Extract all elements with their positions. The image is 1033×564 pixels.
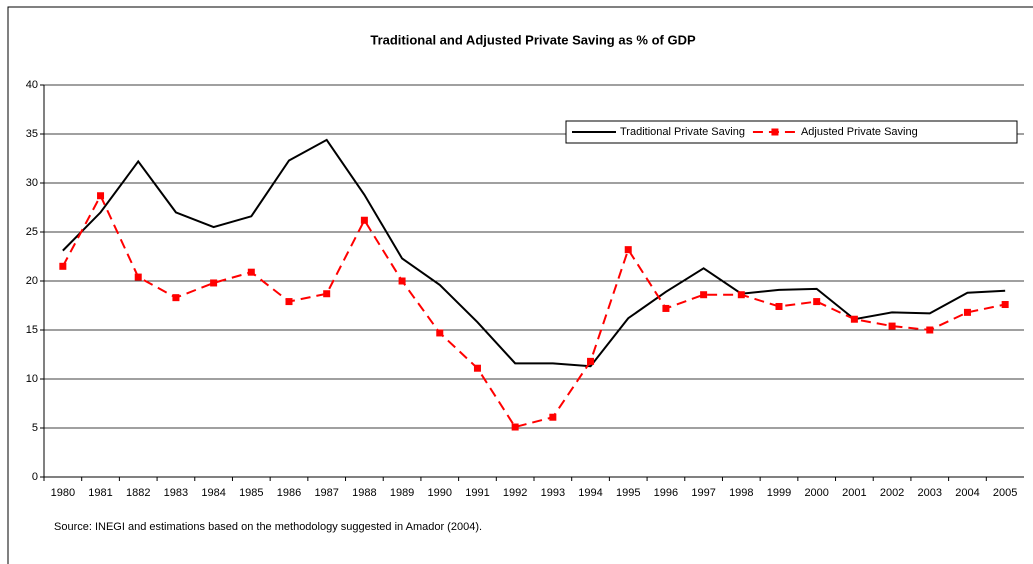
point-marker [624,246,632,254]
point-marker [813,298,821,306]
x-tick-label: 2002 [880,487,904,499]
x-tick-label: 1993 [541,487,565,499]
y-tick-label: 0 [32,471,38,483]
chart-title: Traditional and Adjusted Private Saving … [370,32,696,47]
legend-label: Adjusted Private Saving [801,126,918,138]
y-tick-label: 20 [26,275,38,287]
point-marker [926,326,934,334]
point-marker [888,322,896,330]
y-tick-label: 30 [26,177,38,189]
legend-marker [771,128,779,136]
point-marker [134,273,142,281]
point-marker [850,315,858,323]
x-tick-label: 1992 [503,487,527,499]
x-tick-label: 1994 [578,487,602,499]
point-marker [775,302,783,310]
x-tick-label: 1989 [390,487,414,499]
x-tick-label: 1996 [654,487,678,499]
x-tick-label: 1998 [729,487,753,499]
point-marker [172,294,180,302]
x-tick-label: 1981 [88,487,112,499]
point-marker [285,298,293,306]
x-tick-label: 1990 [428,487,452,499]
x-tick-label: 1995 [616,487,640,499]
point-marker [210,279,218,287]
point-marker [323,290,331,298]
point-marker [963,308,971,316]
x-tick-label: 2005 [993,487,1017,499]
x-tick-label: 1983 [164,487,188,499]
x-tick-label: 1999 [767,487,791,499]
x-tick-label: 2001 [842,487,866,499]
point-marker [360,216,368,224]
legend-label: Traditional Private Saving [620,126,745,138]
point-marker [662,304,670,312]
x-tick-label: 1984 [201,487,225,499]
x-tick-label: 1997 [691,487,715,499]
x-tick-label: 2000 [804,487,828,499]
point-marker [247,268,255,276]
y-tick-label: 25 [26,226,38,238]
point-marker [97,192,105,200]
point-marker [436,329,444,337]
point-marker [511,423,519,431]
x-tick-label: 1988 [352,487,376,499]
y-tick-label: 15 [26,324,38,336]
y-tick-label: 35 [26,128,38,140]
x-tick-label: 2004 [955,487,979,499]
chart-frame [7,6,1033,564]
point-marker [473,364,481,372]
y-tick-label: 5 [32,422,38,434]
x-tick-label: 2003 [918,487,942,499]
point-marker [737,291,745,299]
x-tick-label: 1985 [239,487,263,499]
point-marker [398,277,406,285]
x-tick-label: 1987 [314,487,338,499]
point-marker [59,262,67,270]
x-tick-label: 1980 [51,487,75,499]
x-tick-label: 1986 [277,487,301,499]
point-marker [587,357,595,365]
source-note: Source: INEGI and estimations based on t… [54,521,482,533]
y-tick-label: 10 [26,373,38,385]
x-tick-label: 1882 [126,487,150,499]
x-tick-label: 1991 [465,487,489,499]
point-marker [549,413,557,421]
series-line [61,193,1006,429]
point-marker [1001,301,1009,309]
y-tick-label: 40 [26,79,38,91]
series-line [62,138,1006,368]
point-marker [700,291,708,299]
